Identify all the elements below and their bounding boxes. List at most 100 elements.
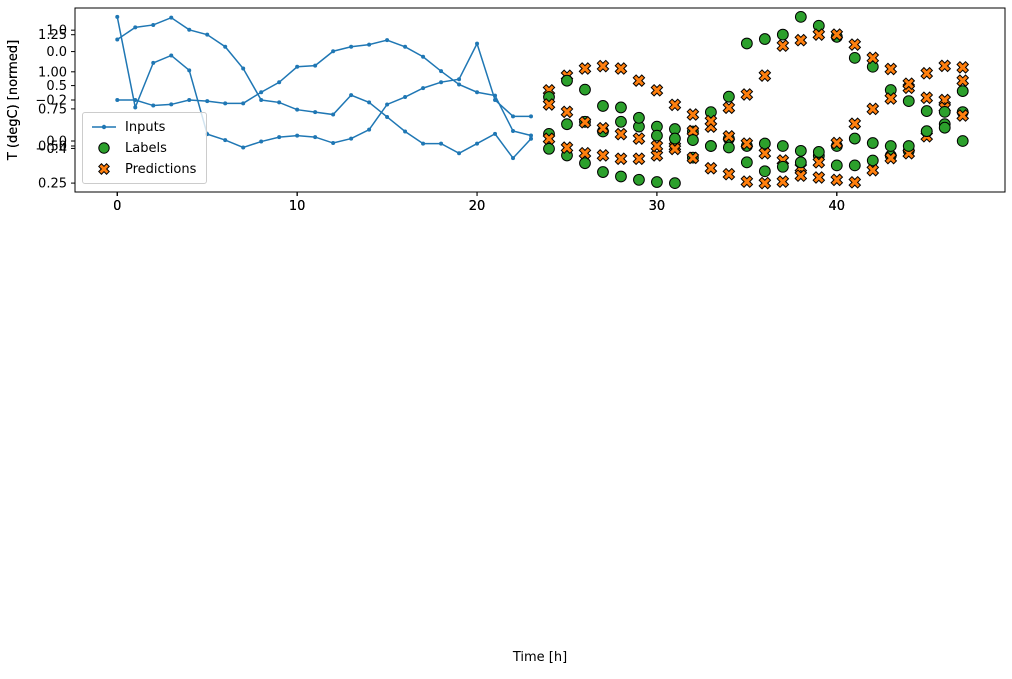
- inputs-point: [403, 129, 408, 134]
- inputs-point: [223, 101, 228, 106]
- subplot-2-canvas: 0 10 20 30 40 0.0 0.5 1.0 T (degC) [normed]: [6, 7, 1006, 214]
- inputs-point: [313, 110, 318, 115]
- x-tick-label: 20: [469, 199, 486, 214]
- inputs-point: [385, 38, 390, 43]
- inputs-point: [457, 77, 462, 82]
- predictions-point: [632, 152, 646, 166]
- predictions-point: [758, 146, 772, 160]
- inputs-point: [385, 114, 390, 119]
- y-axis-label: T (degC) [normed]: [6, 40, 21, 161]
- predictions-point: [866, 102, 880, 116]
- labels-point: [669, 132, 681, 145]
- legend-label-inputs: Inputs: [125, 119, 166, 135]
- labels-point: [776, 140, 789, 152]
- inputs-point: [421, 54, 426, 59]
- predictions-point: [866, 51, 880, 65]
- inputs-point: [529, 136, 534, 141]
- inputs-point: [151, 22, 156, 27]
- labels-point: [669, 177, 681, 190]
- y-tick-label: 0.0: [46, 135, 67, 150]
- inputs-point: [421, 141, 426, 146]
- inputs-point: [205, 32, 210, 37]
- series-inputs: [115, 38, 534, 138]
- inputs-point: [277, 100, 282, 105]
- predictions-point: [920, 66, 934, 80]
- y-tick-label: 0.0: [46, 45, 67, 60]
- legend-item-inputs: Inputs: [91, 119, 196, 135]
- inputs-point: [475, 90, 480, 95]
- inputs-point: [295, 64, 300, 69]
- inputs-point: [259, 98, 264, 102]
- legend-item-labels: Labels: [91, 140, 196, 156]
- predictions-point: [704, 114, 718, 128]
- series-predictions: [542, 59, 970, 190]
- labels-point: [866, 137, 879, 149]
- predictions-point: [920, 91, 934, 105]
- labels-point: [830, 159, 843, 172]
- inputs-point: [511, 114, 516, 119]
- y-tick-label: 1.0: [46, 24, 67, 39]
- labels-point: [938, 105, 951, 118]
- labels-point: [561, 74, 573, 87]
- labels-point: [704, 140, 717, 152]
- predictions-point: [632, 74, 646, 87]
- predictions-point: [668, 142, 682, 156]
- inputs-point: [169, 53, 174, 58]
- inputs-point: [367, 127, 372, 132]
- inputs-point: [223, 138, 228, 143]
- inputs-point: [439, 80, 444, 85]
- predictions-point: [578, 115, 592, 129]
- predictions-point: [578, 146, 592, 160]
- inputs-point: [493, 131, 498, 136]
- labels-point: [543, 142, 555, 155]
- inputs-point: [475, 141, 480, 146]
- labels-point: [794, 10, 807, 23]
- inputs-line-icon: [92, 124, 116, 130]
- inputs-point: [259, 139, 264, 144]
- inputs-point: [349, 93, 354, 98]
- inputs-point: [115, 37, 120, 42]
- predictions-point: [686, 151, 700, 165]
- predictions-point: [884, 62, 898, 76]
- inputs-point: [205, 99, 210, 104]
- inputs-point: [259, 90, 264, 95]
- labels-point: [597, 100, 609, 112]
- inputs-point: [313, 63, 318, 68]
- inputs-point: [169, 102, 174, 107]
- labels-point: [812, 146, 825, 158]
- labels-point: [902, 140, 915, 152]
- x-tick-label: 30: [649, 199, 666, 214]
- inputs-point: [475, 41, 480, 46]
- legend-item-predictions: Predictions: [91, 161, 196, 177]
- predictions-point: [848, 117, 862, 131]
- inputs-point: [529, 114, 534, 119]
- inputs-point: [511, 129, 516, 134]
- inputs-point: [151, 60, 156, 65]
- labels-point: [758, 137, 771, 150]
- predictions-point: [542, 132, 556, 146]
- predictions-point: [614, 127, 628, 141]
- inputs-point: [367, 42, 372, 47]
- x-tick-label: 20: [469, 199, 486, 214]
- inputs-point: [115, 98, 120, 102]
- x-tick-label: 30: [649, 199, 666, 214]
- y-tick-label: 1.00: [38, 65, 67, 80]
- labels-point: [956, 135, 969, 147]
- inputs-point: [277, 135, 282, 140]
- predictions-point: [740, 175, 754, 188]
- inputs-point: [331, 112, 336, 117]
- inputs-line: [116, 16, 532, 160]
- y-tick-label: 0.50: [38, 140, 67, 155]
- labels-point: [794, 156, 807, 169]
- inputs-point: [187, 27, 192, 32]
- predictions-point: [848, 175, 862, 189]
- predictions-point: [650, 139, 664, 153]
- labels-point: [866, 154, 879, 167]
- legend: Inputs Labels Predictions: [82, 112, 208, 184]
- predictions-point: [722, 101, 736, 115]
- predictions-point: [668, 98, 682, 112]
- inputs-point: [385, 102, 390, 107]
- inputs-point: [439, 141, 444, 146]
- inputs-point: [295, 133, 300, 138]
- y-tick-label: 0.75: [38, 102, 67, 117]
